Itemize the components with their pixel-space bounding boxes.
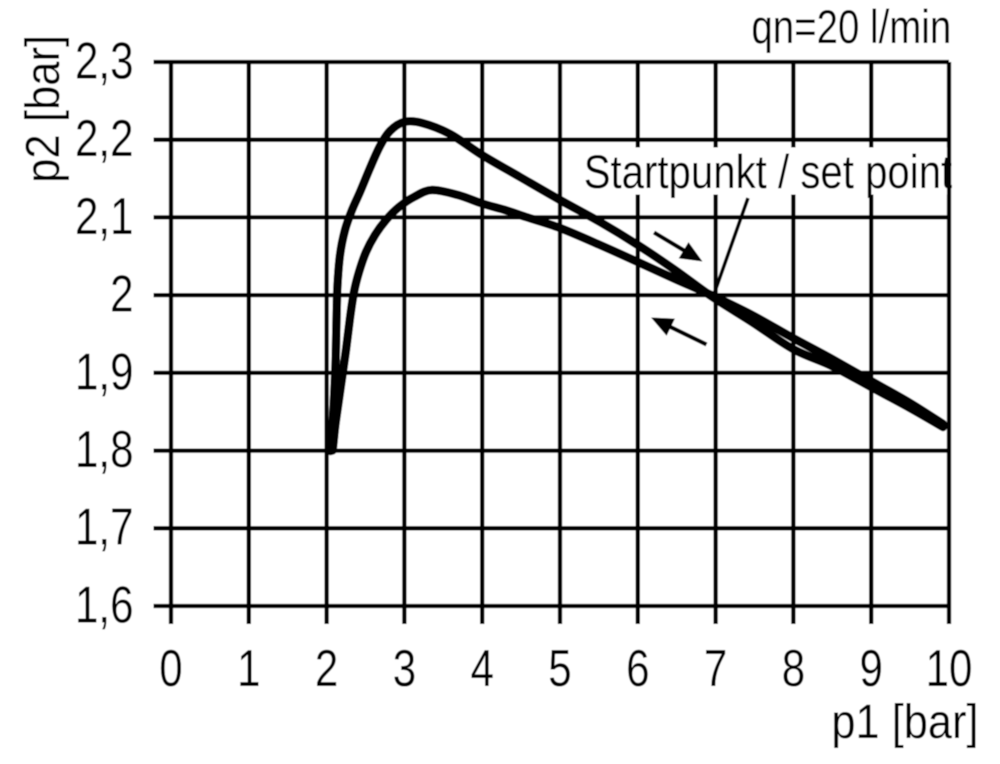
svg-text:9: 9 <box>859 640 882 698</box>
svg-text:4: 4 <box>470 640 493 698</box>
svg-text:2,2: 2,2 <box>75 110 134 168</box>
svg-text:1,7: 1,7 <box>75 499 134 557</box>
svg-text:6: 6 <box>626 640 649 698</box>
svg-text:10: 10 <box>926 640 973 698</box>
svg-text:p2 [bar]: p2 [bar] <box>15 35 69 183</box>
svg-text:qn=20 l/min: qn=20 l/min <box>751 1 951 54</box>
svg-text:2: 2 <box>110 265 133 323</box>
svg-text:7: 7 <box>704 640 727 698</box>
svg-text:p1 [bar]: p1 [bar] <box>831 695 978 749</box>
svg-text:1,9: 1,9 <box>75 343 134 401</box>
svg-text:2: 2 <box>315 640 338 698</box>
svg-text:1,6: 1,6 <box>75 576 134 634</box>
svg-text:2,3: 2,3 <box>75 32 134 90</box>
svg-text:0: 0 <box>159 640 182 698</box>
svg-text:3: 3 <box>393 640 416 698</box>
svg-text:1: 1 <box>237 640 260 698</box>
svg-text:8: 8 <box>782 640 805 698</box>
svg-text:Startpunkt / set point: Startpunkt / set point <box>584 146 953 199</box>
svg-text:2,1: 2,1 <box>75 188 134 246</box>
svg-text:5: 5 <box>548 640 571 698</box>
svg-text:1,8: 1,8 <box>75 421 134 479</box>
